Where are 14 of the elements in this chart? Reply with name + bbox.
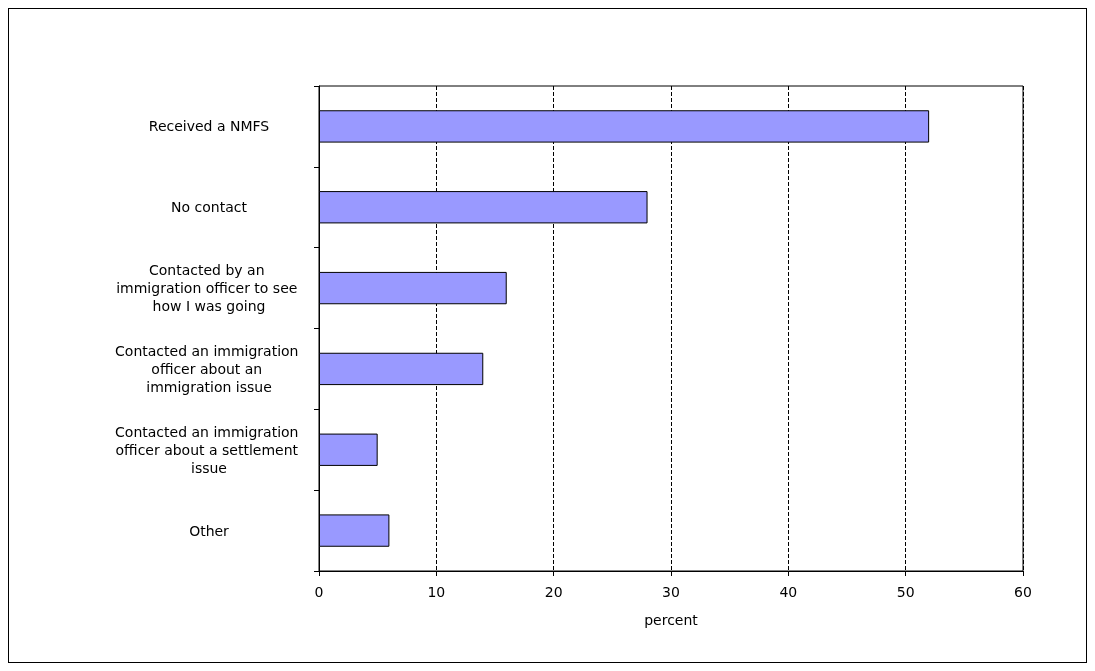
y-tick-label: Contacted an immigration officer about an immigration issue	[115, 342, 303, 395]
x-tick-label: 30	[662, 584, 680, 600]
y-tick-label: Received a NMFS	[148, 118, 270, 135]
y-tick-label: No contact	[171, 199, 248, 216]
x-tick-label: 20	[544, 584, 563, 600]
y-tick-label: Contacted by an immigration officer to see how I was going	[116, 262, 302, 315]
y-tick-label: Other	[189, 522, 230, 539]
x-tick-label: 50	[896, 584, 915, 600]
x-tick-label: 0	[314, 584, 324, 600]
y-tick-label: Contacted an immigration officer about a settlement issue	[115, 423, 303, 476]
x-tick-label: 10	[427, 584, 446, 600]
x-axis-title: percent	[644, 612, 699, 628]
x-tick-label: 40	[779, 584, 798, 600]
x-tick-label: 60	[1014, 584, 1032, 600]
